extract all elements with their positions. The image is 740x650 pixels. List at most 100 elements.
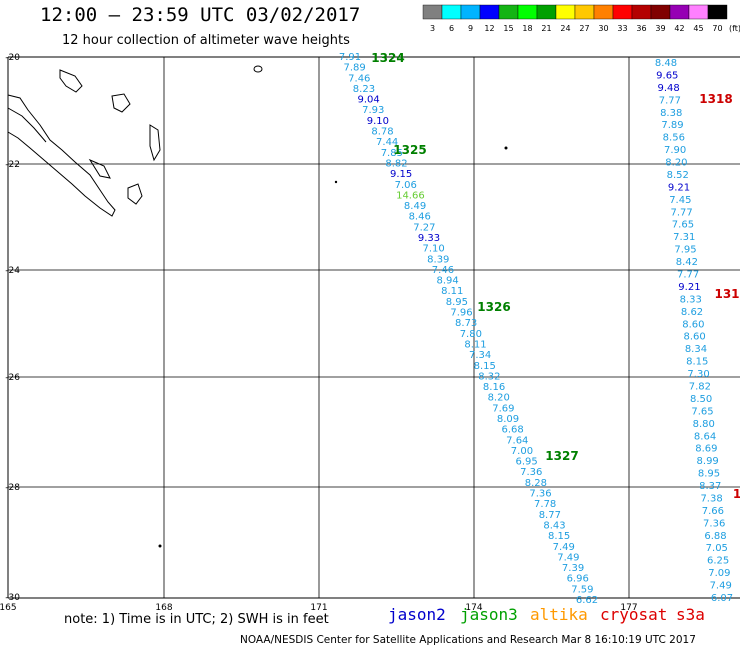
lat-tick-label: -28 (5, 483, 20, 493)
colorbar-swatch (555, 4, 576, 20)
legend-altika: altika (530, 605, 588, 624)
swh-value-track-a: 9.04 (357, 95, 379, 106)
coastline (88, 158, 111, 179)
coastline (7, 107, 47, 143)
swh-value-track-a: 7.46 (432, 265, 454, 276)
colorbar-label: 3 (430, 24, 435, 33)
swh-value-track-b: 8.60 (682, 319, 704, 330)
swh-value-track-a: 8.94 (436, 276, 458, 287)
colorbar-swatch (593, 4, 614, 20)
swh-value-track-a: 14.66 (396, 190, 425, 201)
island-dot (158, 544, 162, 548)
colorbar-label: 36 (636, 24, 646, 33)
swh-value-track-b: 8.80 (693, 419, 715, 430)
colorbar-swatch (707, 4, 728, 20)
lat-tick-label: -26 (5, 373, 20, 383)
swh-value-track-a: 6.96 (567, 574, 589, 585)
lon-tick-label: 174 (465, 603, 482, 613)
swh-value-track-a: 6.68 (502, 425, 524, 436)
swh-value-track-b: 8.37 (699, 481, 721, 492)
swh-value-track-a: 7.49 (557, 552, 579, 563)
swh-value-track-a: 7.59 (571, 584, 593, 595)
lat-tick-label: -24 (5, 266, 20, 276)
swh-value-track-b: 7.66 (702, 506, 724, 517)
pass-number-label: 1327 (545, 449, 578, 463)
colorbar-label: 27 (579, 24, 589, 33)
swh-value-track-b: 7.77 (677, 270, 699, 281)
swh-value-track-b: 8.34 (685, 344, 707, 355)
colorbar-swatch (631, 4, 652, 20)
legend-jason2: jason2 (388, 605, 446, 624)
swh-value-track-a: 7.36 (529, 489, 551, 500)
swh-value-track-a: 7.36 (520, 467, 542, 478)
island-dot (504, 146, 508, 150)
swh-value-track-b: 7.90 (664, 145, 686, 156)
colorbar-swatch (460, 4, 481, 20)
lon-tick-label: 177 (620, 603, 637, 613)
colorbar-label: 45 (693, 24, 703, 33)
swh-value-track-a: 7.46 (348, 73, 370, 84)
swh-value-track-b: 6.88 (704, 531, 726, 542)
swh-value-track-a: 7.00 (511, 446, 533, 457)
swh-value-track-a: 8.46 (409, 212, 431, 223)
swh-value-track-b: 7.65 (691, 406, 713, 417)
island-outline (253, 65, 263, 73)
swh-value-track-b: 7.30 (687, 369, 709, 380)
colorbar-swatch (612, 4, 633, 20)
note-text: note: 1) Time is in UTC; 2) SWH is in fe… (64, 612, 329, 627)
colorbar-swatch (479, 4, 500, 20)
page-title: 12:00 – 23:59 UTC 03/02/2017 (40, 4, 361, 26)
page-subtitle: 12 hour collection of altimeter wave hei… (62, 33, 350, 48)
swh-value-track-b: 6.25 (707, 556, 729, 567)
coastline (59, 69, 83, 93)
pass-number-label: 1325 (393, 143, 426, 157)
swh-value-track-b: 7.31 (673, 232, 695, 243)
colorbar-swatch (498, 4, 519, 20)
coastline (127, 183, 143, 205)
swh-value-track-a: 7.89 (344, 63, 366, 74)
swh-value-track-a: 8.73 (455, 318, 477, 329)
swh-value-track-a: 8.11 (464, 339, 486, 350)
swh-value-track-b: 8.62 (681, 307, 703, 318)
legend-s3a: s3a (676, 605, 705, 624)
swh-value-track-a: 9.33 (418, 233, 440, 244)
swh-value-track-a: 8.95 (446, 297, 468, 308)
swh-value-track-b: 9.65 (656, 70, 678, 81)
colorbar-swatch (574, 4, 595, 20)
swh-value-track-a: 8.49 (404, 201, 426, 212)
swh-value-track-b: 6.07 (711, 593, 733, 604)
colorbar-swatch (650, 4, 671, 20)
swh-value-track-b: 8.38 (660, 108, 682, 119)
lat-tick-label: -22 (5, 160, 20, 170)
colorbar-label: 12 (484, 24, 494, 33)
legend-jason3: jason3 (460, 605, 518, 624)
swh-value-track-a: 7.44 (376, 137, 398, 148)
swh-value-track-b: 7.95 (674, 245, 696, 256)
swh-value-track-b: 8.33 (680, 294, 702, 305)
swh-value-track-a: 7.10 (423, 244, 445, 255)
swh-value-track-a: 8.23 (353, 84, 375, 95)
swh-value-track-a: 7.96 (450, 308, 472, 319)
swh-value-track-a: 7.91 (339, 52, 361, 63)
swh-value-track-a: 8.16 (483, 382, 505, 393)
swh-value-track-a: 7.85 (381, 148, 403, 159)
lat-tick-label: -20 (5, 53, 20, 63)
colorbar-label: 33 (617, 24, 627, 33)
swh-value-track-a: 7.49 (553, 542, 575, 553)
swh-value-track-a: 6.62 (576, 595, 598, 606)
swh-value-track-a: 7.78 (534, 499, 556, 510)
colorbar-label: 18 (522, 24, 532, 33)
swh-value-track-a: 7.80 (460, 329, 482, 340)
swh-value-track-b: 8.15 (686, 357, 708, 368)
colorbar-label: 24 (560, 24, 570, 33)
colorbar-label: 21 (541, 24, 551, 33)
swh-value-track-b: 8.60 (684, 332, 706, 343)
swh-value-track-a: 8.15 (474, 361, 496, 372)
swh-value-track-a: 8.43 (543, 520, 565, 531)
swh-value-track-b: 8.48 (655, 58, 677, 69)
lat-tick-label: -30 (5, 593, 20, 603)
swh-value-track-a: 8.82 (385, 158, 407, 169)
swh-value-track-a: 7.27 (413, 222, 435, 233)
pass-number-label: 1326 (477, 300, 510, 314)
